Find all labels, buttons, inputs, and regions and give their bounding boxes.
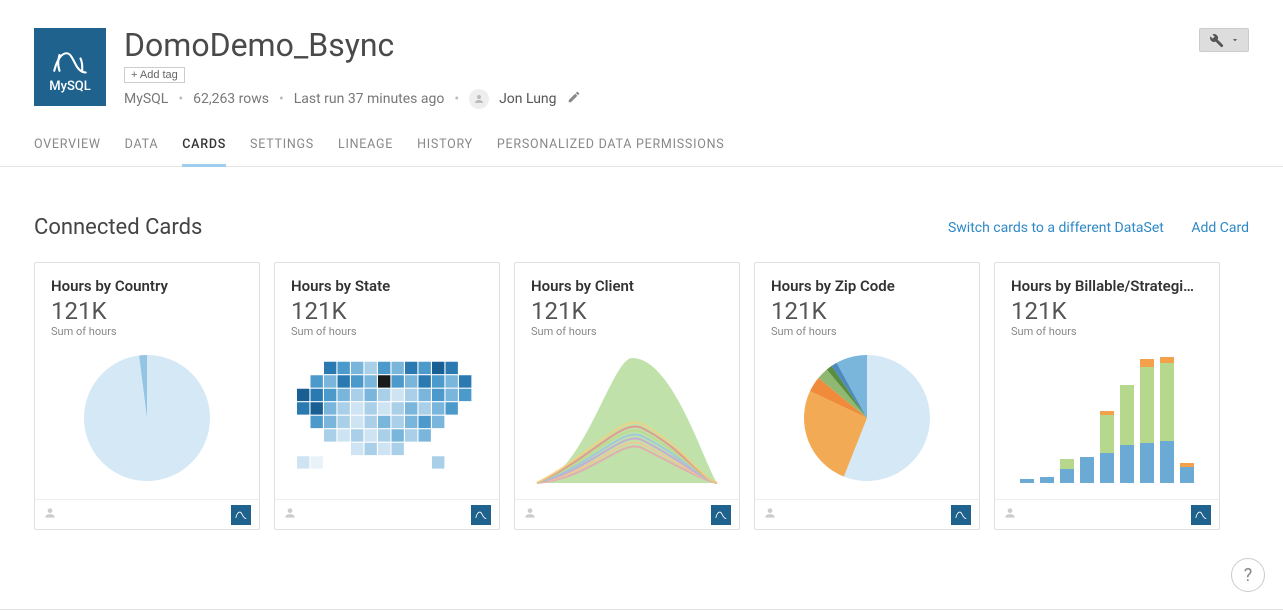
card-subtitle: Sum of hours [291,325,483,338]
source-type: MySQL [124,91,168,107]
add-tag-button[interactable]: + Add tag [124,67,185,83]
switch-cards-link[interactable]: Switch cards to a different DataSet [948,220,1164,236]
tab-personalized-data-permissions[interactable]: PERSONALIZED DATA PERMISSIONS [497,123,725,166]
tab-history[interactable]: HISTORY [417,123,473,166]
card-title: Hours by Country [51,277,243,295]
card-subtitle: Sum of hours [531,325,723,338]
last-run: Last run 37 minutes ago [294,91,445,107]
datasource-icon[interactable] [951,505,971,525]
tab-data[interactable]: DATA [125,123,159,166]
datasource-icon[interactable] [471,505,491,525]
card-value: 121K [771,297,963,325]
section-title: Connected Cards [34,215,202,240]
chevron-down-icon [1230,35,1240,45]
card-title: Hours by Zip Code [771,277,963,295]
tab-cards[interactable]: CARDS [182,123,226,166]
card-owner-icon [43,506,57,524]
card-title: Hours by State [291,277,483,295]
tab-overview[interactable]: OVERVIEW [34,123,101,166]
card-subtitle: Sum of hours [51,325,243,338]
card-chart [531,346,723,489]
card-owner-icon [523,506,537,524]
card-value: 121K [531,297,723,325]
help-button[interactable]: ? [1231,558,1265,592]
card-chart [51,346,243,489]
card-chart [291,346,483,489]
card[interactable]: Hours by State 121K Sum of hours [274,262,500,530]
datasource-icon[interactable] [711,505,731,525]
row-count: 62,263 rows [193,91,269,107]
card-chart [771,346,963,489]
owner-name: Jon Lung [499,91,556,107]
card-value: 121K [51,297,243,325]
datasource-logo: MySQL [34,28,106,106]
card-title: Hours by Client [531,277,723,295]
card-owner-icon [283,506,297,524]
tabs: OVERVIEW DATA CARDS SETTINGS LINEAGE HISTORY P… [0,123,1283,167]
card[interactable]: Hours by Zip Code 121K Sum of hours [754,262,980,530]
card[interactable]: Hours by Billable/Strategi… 121K Sum of … [994,262,1220,530]
edit-owner-icon[interactable] [567,90,581,108]
card-value: 121K [291,297,483,325]
datasource-icon[interactable] [231,505,251,525]
card-title: Hours by Billable/Strategi… [1011,277,1203,295]
card-owner-icon [763,506,777,524]
wrench-icon [1208,32,1224,48]
tab-lineage[interactable]: LINEAGE [338,123,393,166]
add-card-link[interactable]: Add Card [1191,220,1249,236]
card-subtitle: Sum of hours [771,325,963,338]
meta-row: MySQL • 62,263 rows • Last run 37 minute… [124,89,1181,109]
card[interactable]: Hours by Country 121K Sum of hours [34,262,260,530]
card-value: 121K [1011,297,1203,325]
page-title: DomoDemo_Bsync [124,28,1181,63]
card-chart [1011,346,1203,489]
settings-menu-button[interactable] [1199,28,1249,52]
datasource-icon[interactable] [1191,505,1211,525]
card-owner-icon [1003,506,1017,524]
card[interactable]: Hours by Client 121K Sum of hours [514,262,740,530]
tab-settings[interactable]: SETTINGS [250,123,314,166]
owner-avatar [469,89,489,109]
card-subtitle: Sum of hours [1011,325,1203,338]
logo-label: MySQL [49,79,91,94]
